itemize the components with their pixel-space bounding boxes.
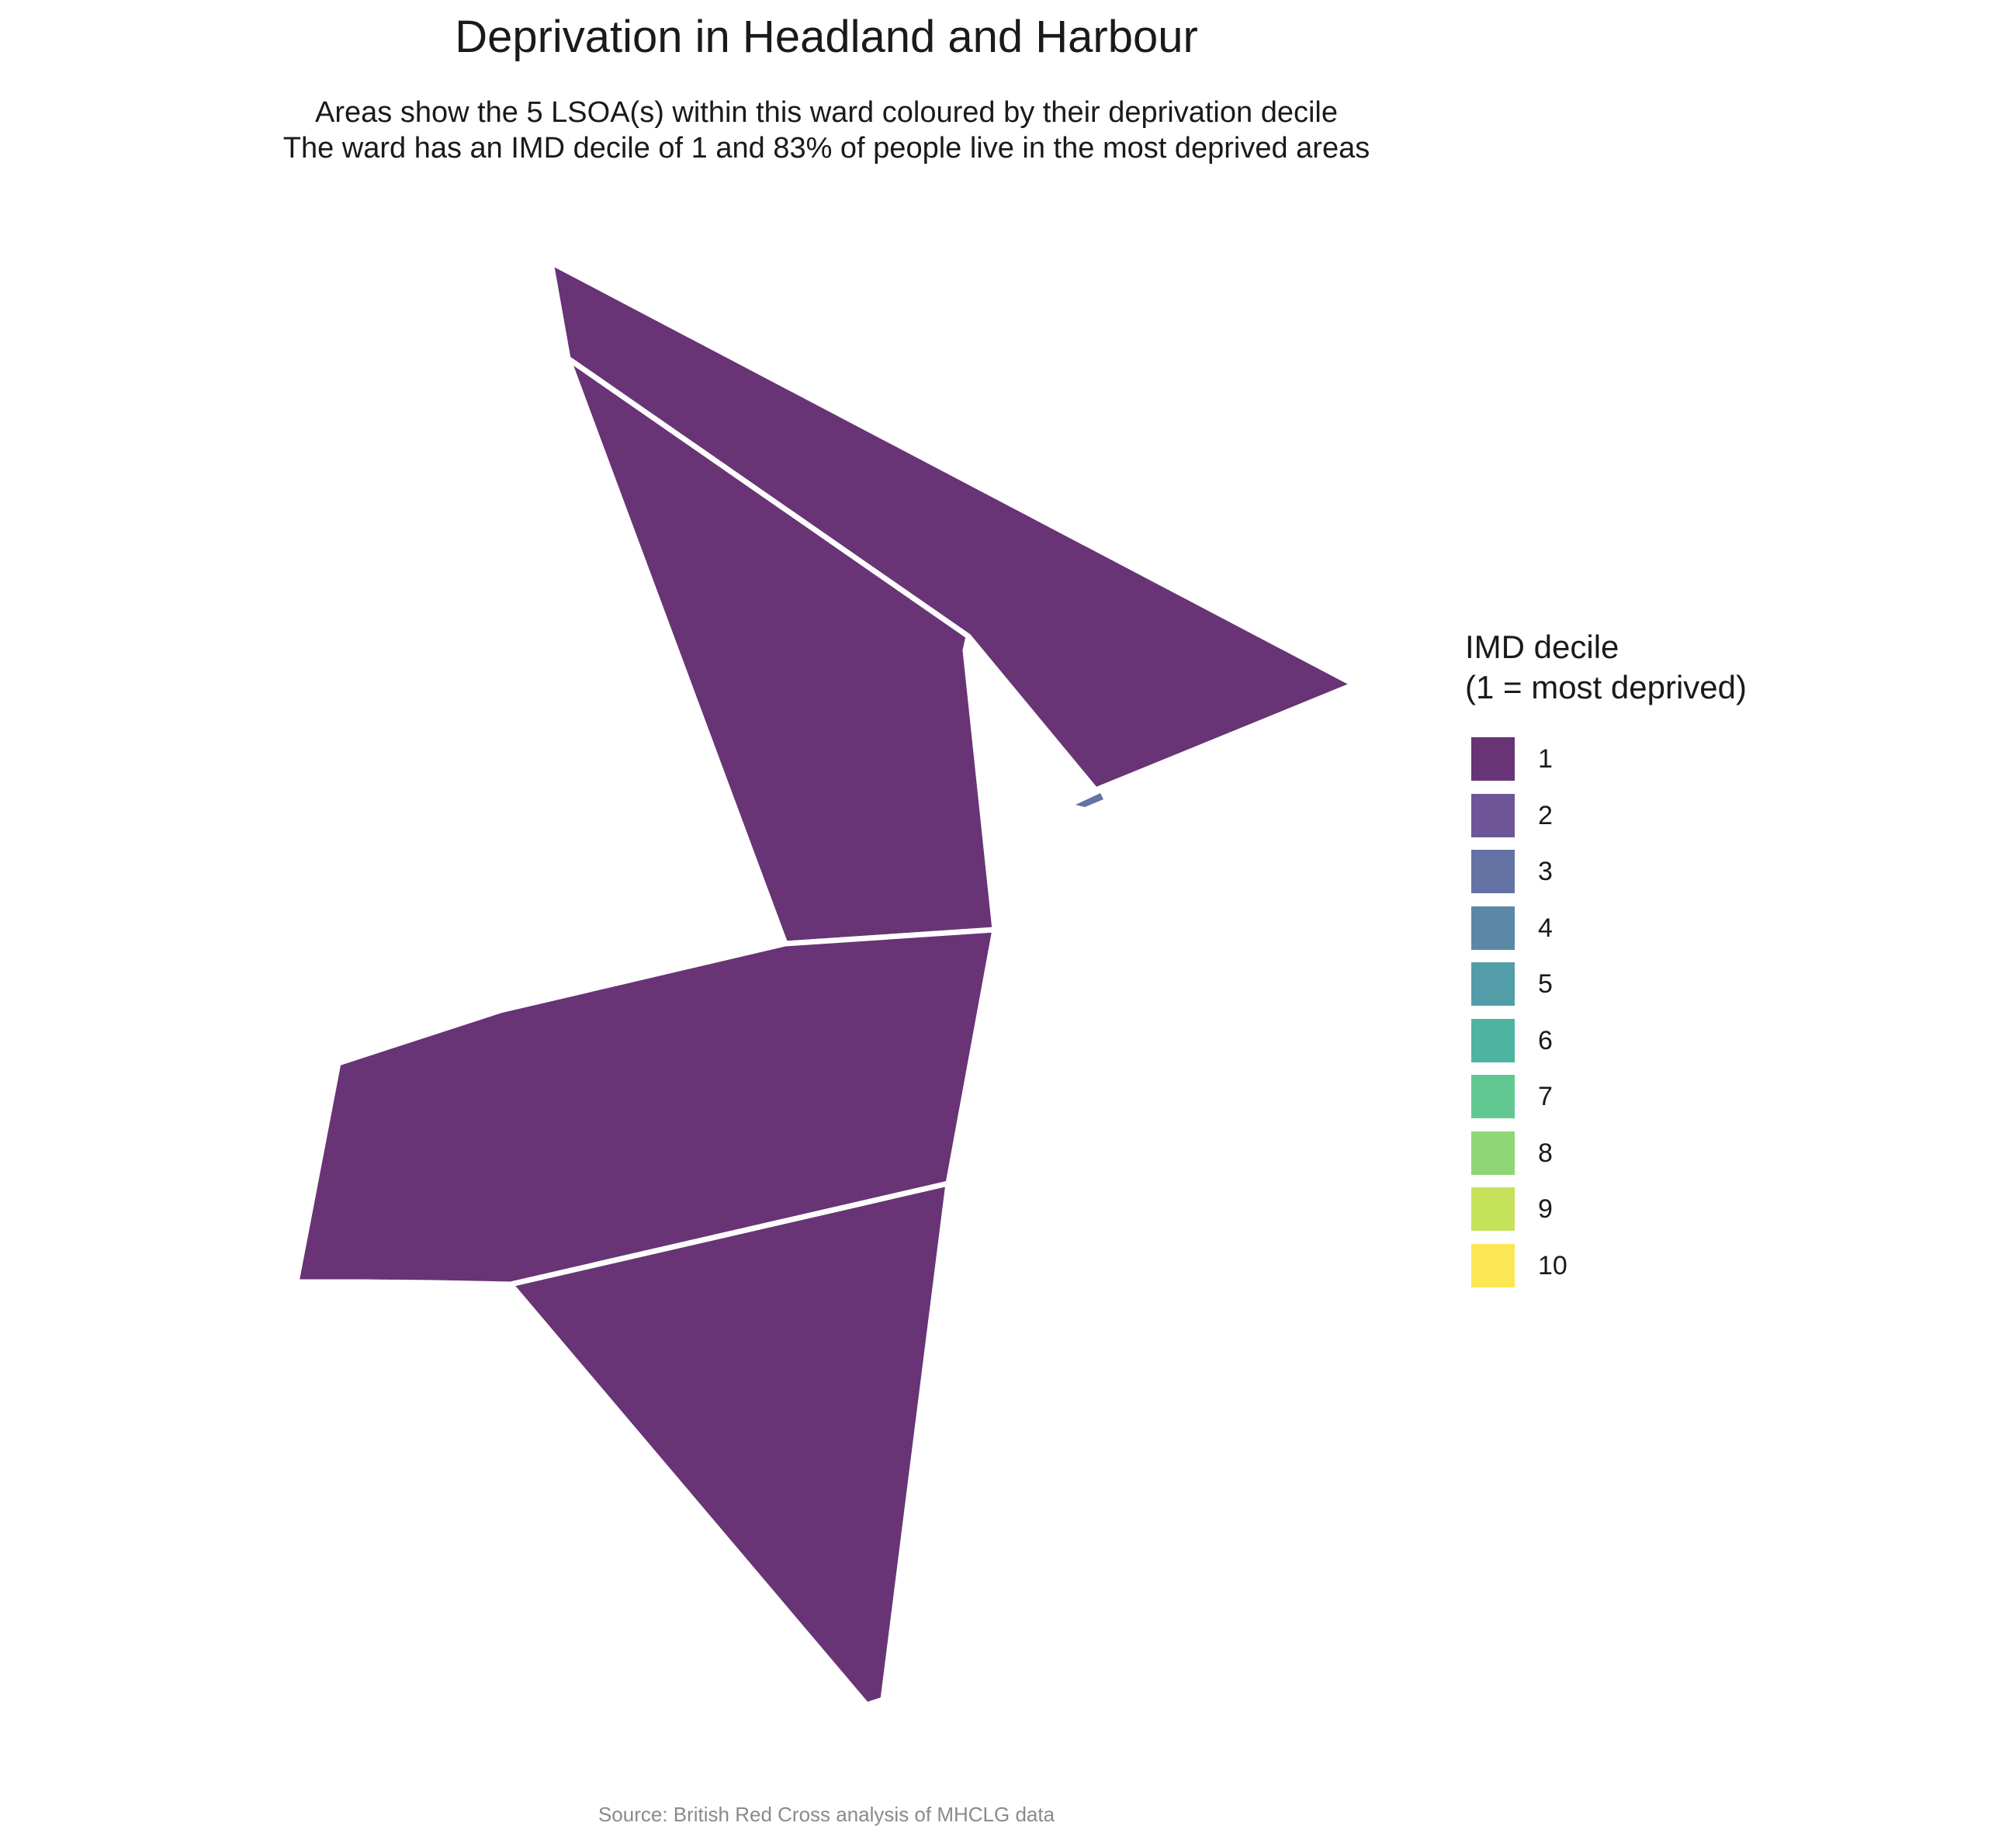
lsoa-area-1 (548, 259, 1357, 793)
legend-label: 9 (1538, 1194, 1553, 1225)
legend-item-3: 3 (1465, 844, 1747, 900)
legend-swatch (1471, 1187, 1515, 1232)
lsoa-area-4 (507, 1180, 951, 1708)
subtitle-line-2: The ward has an IMD decile of 1 and 83% … (282, 132, 1370, 165)
legend-label: 4 (1538, 913, 1553, 943)
legend-item-7: 7 (1465, 1069, 1747, 1125)
lsoa-area-2 (565, 355, 998, 947)
chart-title: Deprivation in Headland and Harbour (455, 12, 1198, 62)
legend-item-6: 6 (1465, 1013, 1747, 1069)
legend-label: 7 (1538, 1082, 1553, 1112)
legend-swatch (1471, 1075, 1515, 1119)
legend-item-8: 8 (1465, 1125, 1747, 1182)
legend-label: 6 (1538, 1025, 1553, 1055)
legend-label: 8 (1538, 1138, 1553, 1168)
legend-item-10: 10 (1465, 1238, 1747, 1294)
legend-label: 2 (1538, 800, 1553, 830)
subtitle-line-1: Areas show the 5 LSOA(s) within this war… (315, 96, 1338, 129)
lsoa-area-5 (1076, 793, 1103, 807)
legend-label: 3 (1538, 857, 1553, 887)
legend-label: 10 (1538, 1250, 1567, 1280)
legend-items: 1 2 3 4 5 6 7 8 (1465, 731, 1747, 1294)
legend-item-5: 5 (1465, 956, 1747, 1013)
legend-title-line-2: (1 = most deprived) (1465, 669, 1747, 705)
legend-swatch (1471, 1131, 1515, 1175)
lsoa-area-3 (293, 927, 998, 1287)
legend-item-4: 4 (1465, 900, 1747, 957)
source-caption: Source: British Red Cross analysis of MH… (598, 1803, 1055, 1826)
legend-swatch (1471, 850, 1515, 894)
legend-title: IMD decile (1 = most deprived) (1465, 627, 1747, 708)
legend: IMD decile (1 = most deprived) 1 2 3 4 5… (1465, 627, 1747, 1294)
legend-label: 5 (1538, 969, 1553, 1000)
legend-swatch (1471, 962, 1515, 1007)
legend-item-2: 2 (1465, 788, 1747, 844)
legend-swatch (1471, 737, 1515, 781)
legend-swatch (1471, 1243, 1515, 1287)
legend-swatch (1471, 1018, 1515, 1062)
legend-item-1: 1 (1465, 731, 1747, 788)
legend-label: 1 (1538, 744, 1553, 774)
legend-item-9: 9 (1465, 1181, 1747, 1238)
legend-swatch (1471, 906, 1515, 950)
legend-title-line-1: IMD decile (1465, 629, 1619, 665)
legend-swatch (1471, 793, 1515, 837)
